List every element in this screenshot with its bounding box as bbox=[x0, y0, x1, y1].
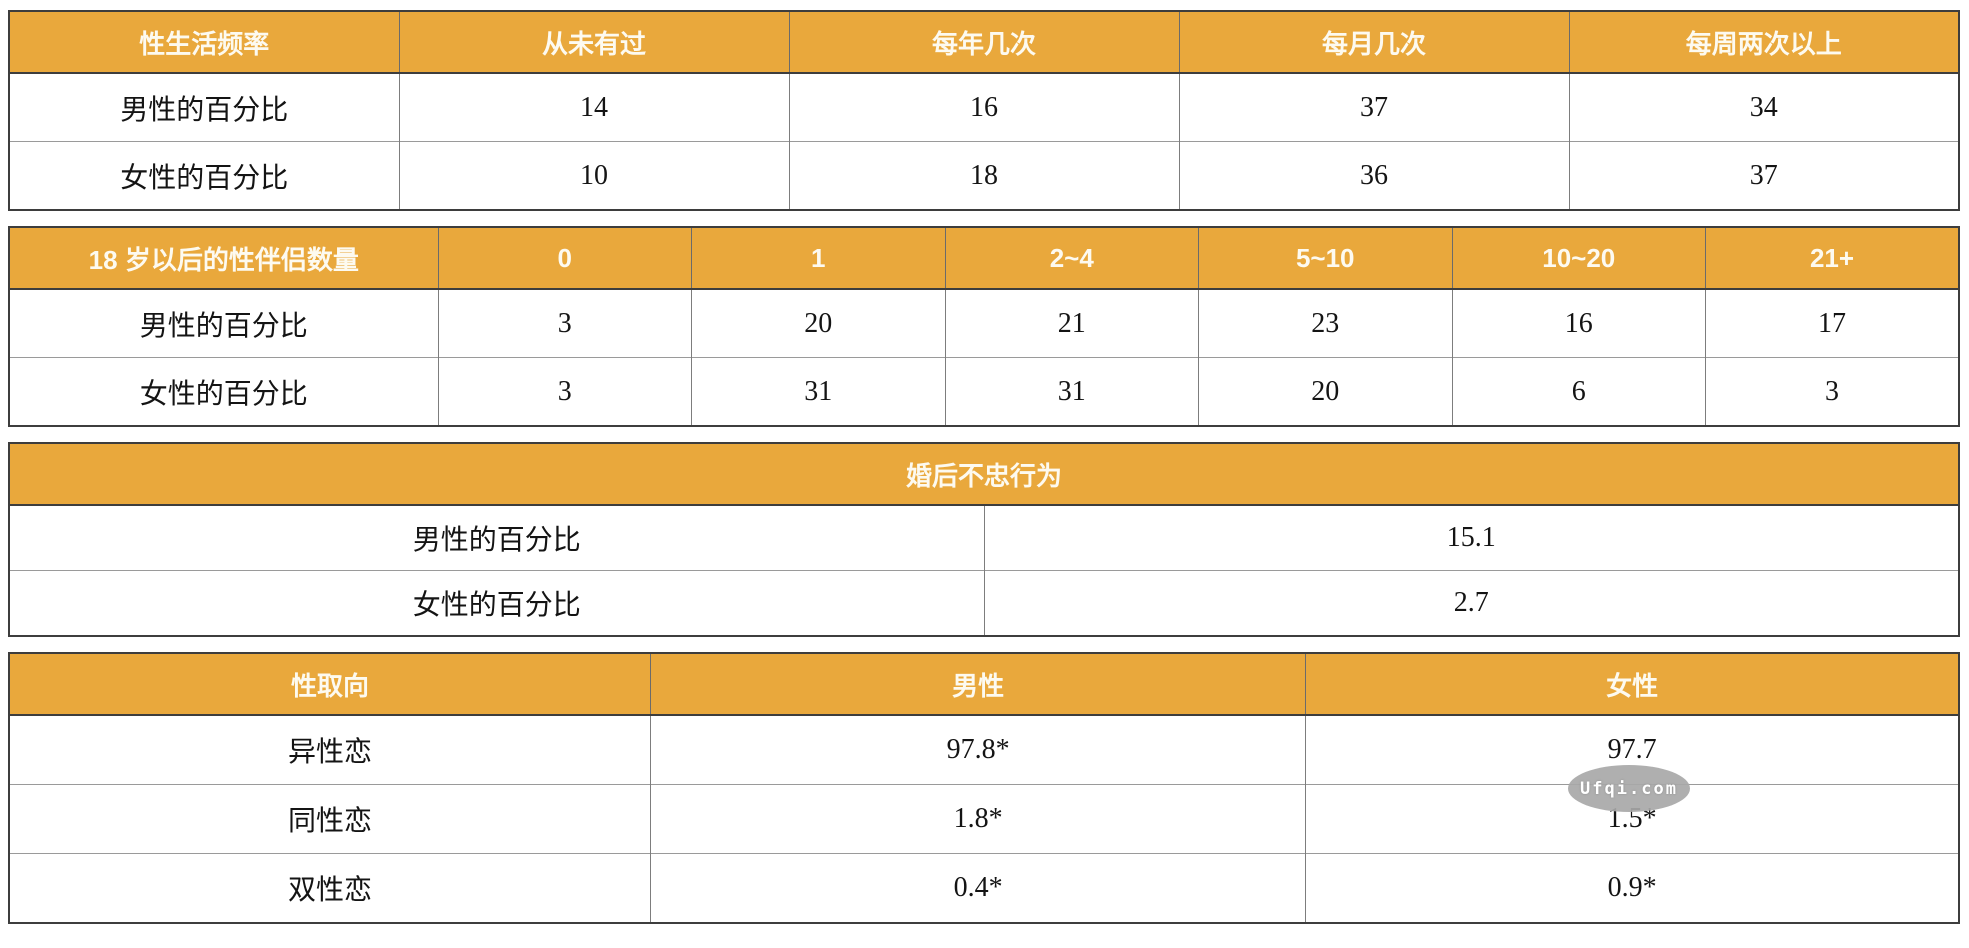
data-cell: 36 bbox=[1178, 141, 1569, 210]
row-label-cell: 同性恋 bbox=[9, 784, 651, 854]
data-cell: 0.4* bbox=[650, 853, 1306, 923]
header-cell: 每月几次 bbox=[1178, 11, 1569, 74]
row-label-cell: 异性恋 bbox=[9, 715, 651, 785]
row-label-cell: 女性的百分比 bbox=[9, 141, 399, 210]
header-cell: 每周两次以上 bbox=[1568, 11, 1959, 74]
table-row: 异性恋 97.8* 97.7 bbox=[9, 715, 1959, 785]
table-post-marital-infidelity: 婚后不忠行为 男性的百分比 15.1 女性的百分比 2.7 bbox=[8, 442, 1960, 637]
data-cell: 21 bbox=[944, 289, 1199, 358]
header-cell: 婚后不忠行为 bbox=[9, 443, 1959, 506]
table-row: 男性的百分比 15.1 bbox=[9, 505, 1959, 571]
data-cell: 16 bbox=[788, 73, 1179, 142]
table-row: 女性的百分比 3 31 31 20 6 3 bbox=[9, 357, 1959, 426]
header-row: 性生活频率 从未有过 每年几次 每月几次 每周两次以上 bbox=[9, 11, 1959, 74]
row-label-cell: 女性的百分比 bbox=[9, 570, 984, 636]
table-row: 男性的百分比 14 16 37 34 bbox=[9, 73, 1959, 142]
data-cell: 15.1 bbox=[983, 505, 1959, 571]
data-cell: 6 bbox=[1451, 357, 1706, 426]
data-cell: 18 bbox=[788, 141, 1179, 210]
header-row: 婚后不忠行为 bbox=[9, 443, 1959, 506]
header-row: 18 岁以后的性伴侣数量 0 1 2~4 5~10 10~20 21+ bbox=[9, 227, 1959, 290]
header-cell: 男性 bbox=[650, 653, 1306, 716]
data-cell: 14 bbox=[398, 73, 789, 142]
watermark-badge: Ufqi.com bbox=[1568, 765, 1690, 812]
row-label-cell: 双性恋 bbox=[9, 853, 651, 923]
data-cell: 31 bbox=[944, 357, 1199, 426]
header-row: 性取向 男性 女性 bbox=[9, 653, 1959, 716]
data-cell: 17 bbox=[1705, 289, 1959, 358]
data-cell: 23 bbox=[1198, 289, 1452, 358]
table-row: 双性恋 0.4* 0.9* bbox=[9, 853, 1959, 923]
row-label-cell: 女性的百分比 bbox=[9, 357, 438, 426]
table-row: 同性恋 1.8* 1.5* bbox=[9, 784, 1959, 854]
table-row: 男性的百分比 3 20 21 23 16 17 bbox=[9, 289, 1959, 358]
header-cell: 每年几次 bbox=[788, 11, 1179, 74]
header-cell: 18 岁以后的性伴侣数量 bbox=[9, 227, 438, 290]
data-cell: 0.9* bbox=[1305, 853, 1959, 923]
data-cell: 31 bbox=[691, 357, 945, 426]
header-cell: 性生活频率 bbox=[9, 11, 399, 74]
table-sex-life-frequency: 性生活频率 从未有过 每年几次 每月几次 每周两次以上 男性的百分比 14 16… bbox=[8, 10, 1960, 211]
data-cell: 1.8* bbox=[650, 784, 1306, 854]
header-cell: 女性 bbox=[1305, 653, 1959, 716]
data-cell: 2.7 bbox=[983, 570, 1959, 636]
data-cell: 37 bbox=[1568, 141, 1959, 210]
data-cell: 20 bbox=[1198, 357, 1452, 426]
header-cell: 性取向 bbox=[9, 653, 651, 716]
row-label-cell: 男性的百分比 bbox=[9, 73, 399, 142]
header-cell: 0 bbox=[437, 227, 692, 290]
header-cell: 5~10 bbox=[1198, 227, 1452, 290]
header-cell: 从未有过 bbox=[398, 11, 789, 74]
data-cell: 10 bbox=[398, 141, 789, 210]
header-cell: 10~20 bbox=[1451, 227, 1706, 290]
row-label-cell: 男性的百分比 bbox=[9, 289, 438, 358]
data-cell: 3 bbox=[437, 357, 692, 426]
data-cell: 3 bbox=[1705, 357, 1959, 426]
table-row: 女性的百分比 2.7 bbox=[9, 570, 1959, 636]
header-cell: 21+ bbox=[1705, 227, 1959, 290]
table-partners-after-18: 18 岁以后的性伴侣数量 0 1 2~4 5~10 10~20 21+ 男性的百… bbox=[8, 226, 1960, 427]
data-cell: 3 bbox=[437, 289, 692, 358]
data-cell: 34 bbox=[1568, 73, 1959, 142]
row-label-cell: 男性的百分比 bbox=[9, 505, 984, 571]
watermark-text: Ufqi.com bbox=[1580, 778, 1678, 799]
header-cell: 2~4 bbox=[944, 227, 1199, 290]
data-cell: 97.8* bbox=[650, 715, 1306, 785]
data-cell: 20 bbox=[691, 289, 945, 358]
data-cell: 37 bbox=[1178, 73, 1569, 142]
data-cell: 16 bbox=[1451, 289, 1706, 358]
table-row: 女性的百分比 10 18 36 37 bbox=[9, 141, 1959, 210]
header-cell: 1 bbox=[691, 227, 945, 290]
